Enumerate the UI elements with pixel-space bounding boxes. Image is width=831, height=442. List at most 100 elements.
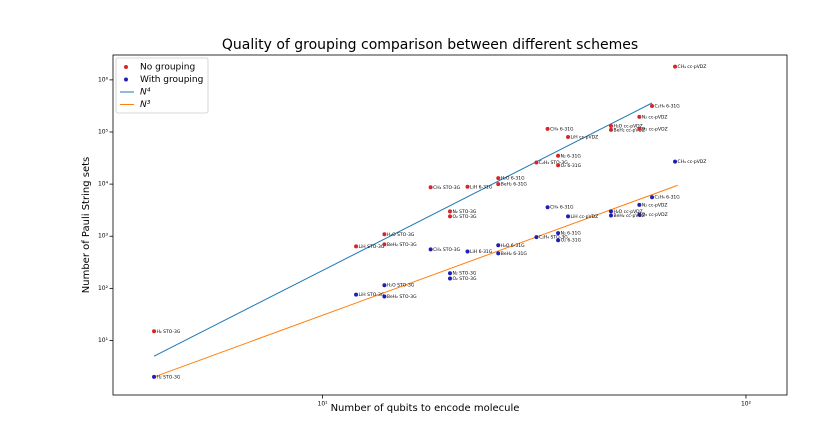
point (382, 232, 387, 237)
point-label: H₂O 6-31G (501, 176, 525, 182)
point (152, 329, 157, 334)
point-label: C₂H₄ 6-31G (655, 195, 681, 201)
point-label: BeH₂ STO-3G (387, 294, 417, 300)
point-label: CH₄ STO-3G (433, 247, 461, 253)
point-label: O₂ STO-3G (453, 214, 478, 220)
point (534, 160, 539, 165)
point (152, 374, 157, 379)
point (545, 126, 550, 131)
legend-label: No grouping (140, 63, 195, 73)
point-label: C₂H₄ STO-3G (539, 235, 568, 241)
point (496, 182, 501, 187)
point-label: N₂ cc-pVDZ (642, 114, 668, 120)
point-label: H₂ STO-3G (157, 374, 181, 380)
point-label: H₂ STO-3G (157, 329, 181, 335)
point (382, 294, 387, 299)
point-label: LiH 6-31G (470, 184, 493, 190)
point-label: H₂O STO-3G (387, 283, 415, 289)
point-label: O₂ cc-pVDZ (642, 212, 668, 218)
point (650, 195, 655, 200)
y-tick-label: 10² (98, 285, 109, 292)
point-label: H₂O cc-pVDZ (613, 209, 642, 215)
point (428, 247, 433, 252)
point-label: O₂ 6-31G (561, 238, 582, 244)
point-label: BeH₂ STO-3G (387, 242, 417, 248)
legend-label: N³ (140, 100, 151, 110)
point-label: H₂O cc-pVDZ (613, 124, 642, 130)
point (382, 242, 387, 247)
legend-marker (124, 77, 128, 82)
point (673, 159, 678, 164)
legend-marker (124, 65, 128, 69)
point-label: H₂O STO-3G (387, 232, 415, 238)
point-label: N₂ STO-3G (453, 209, 477, 215)
point-label: N₂ 6-31G (561, 153, 582, 159)
point-label: LiH 6-31G (470, 249, 493, 255)
y-tick-label: 10³ (98, 233, 109, 240)
point (556, 153, 561, 158)
legend-box (115, 57, 209, 114)
point-label: LiH STO-3G (359, 292, 385, 298)
point (465, 184, 470, 189)
plot-frame (112, 54, 788, 396)
point (637, 212, 642, 217)
point-label: C₂H₄ 6-31G (655, 104, 681, 110)
chart-title: Quality of grouping comparison between d… (222, 37, 638, 53)
fit-line (153, 184, 678, 378)
point-label: BeH₂ 6-31G (501, 182, 528, 188)
point (534, 235, 539, 240)
point (448, 276, 452, 281)
point (354, 244, 359, 249)
x-axis-label: Number of qubits to encode molecule (331, 403, 520, 414)
point-label: LiH cc-pVDZ (571, 214, 599, 220)
point (637, 202, 642, 207)
point-label: CH₄ 6-31G (550, 205, 574, 211)
fit-line (153, 102, 653, 357)
point-label: N₂ 6-31G (561, 231, 582, 237)
point (566, 135, 571, 140)
point (496, 251, 501, 256)
point (496, 176, 501, 181)
point (448, 214, 452, 219)
point-label: O₂ cc-pVDZ (642, 126, 668, 132)
legend-label: With grouping (140, 75, 203, 85)
point (448, 209, 452, 214)
point (556, 238, 561, 243)
point (608, 127, 613, 132)
point (608, 209, 613, 214)
point (428, 185, 433, 190)
y-tick-label: 10⁶ (98, 76, 109, 83)
y-axis-label: Number of Pauli String sets (81, 157, 92, 293)
point-label: H₂O 6-31G (501, 243, 525, 249)
point-label: LiH STO-3G (359, 244, 385, 250)
point-label: CH₄ STO-3G (433, 185, 461, 191)
y-tick-label: 10⁴ (98, 181, 109, 188)
point-label: CH₄ cc-pVDZ (678, 159, 707, 165)
point-label: O₂ 6-31G (561, 163, 582, 169)
y-tick-label: 10⁵ (98, 128, 109, 135)
point-label: CH₄ cc-pVDZ (678, 64, 707, 70)
point (673, 64, 678, 69)
x-tick-label: 10² (741, 401, 752, 408)
point (566, 214, 571, 219)
point-label: BeH₂ cc-pVDZ (613, 213, 645, 219)
point (448, 271, 452, 276)
legend-label: N⁴ (140, 88, 151, 98)
point (637, 126, 642, 131)
point (496, 243, 501, 248)
point-label: O₂ STO-3G (453, 276, 478, 282)
point (465, 249, 470, 254)
point-label: N₂ cc-pVDZ (642, 202, 668, 208)
point (650, 104, 655, 109)
point (382, 283, 387, 288)
point (556, 231, 561, 236)
point-label: C₂H₄ STO-3G (539, 160, 568, 166)
point (556, 163, 561, 168)
point (608, 213, 613, 218)
point-label: BeH₂ 6-31G (501, 251, 528, 257)
x-tick-label: 10¹ (318, 401, 329, 408)
y-tick-label: 10¹ (98, 337, 109, 344)
point-label: LiH cc-pVDZ (571, 135, 599, 141)
point (608, 124, 613, 129)
